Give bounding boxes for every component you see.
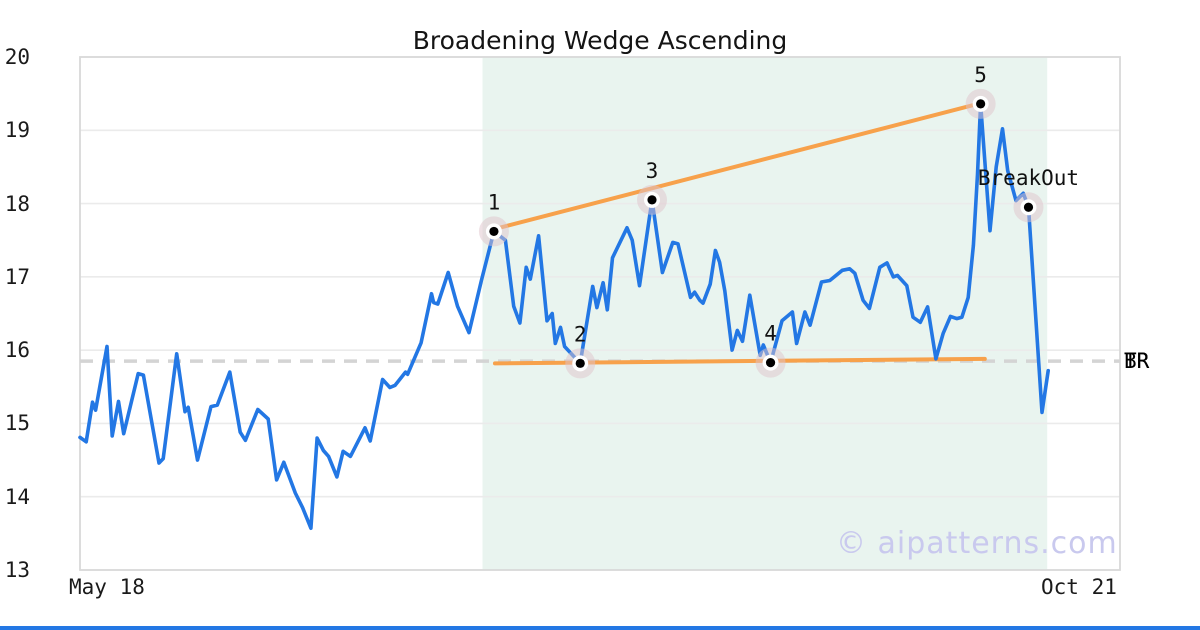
- pattern-point-label: 2: [574, 322, 587, 346]
- y-tick-label: 20: [4, 45, 30, 69]
- pattern-point-dot: [976, 99, 986, 109]
- y-tick-label: 19: [4, 118, 30, 143]
- y-tick-label: 17: [4, 264, 30, 289]
- pattern-point-dot: [575, 358, 585, 368]
- level-label-tr: TR: [1124, 349, 1150, 373]
- plot-frame: [79, 56, 1121, 571]
- pattern-point-label: 3: [646, 159, 659, 183]
- pattern-point-dot: [765, 358, 776, 368]
- y-tick-label: 13: [4, 558, 30, 582]
- x-tick-label-end: Oct 21: [1041, 575, 1117, 599]
- bottom-accent-bar: [0, 626, 1200, 630]
- price-line: [78, 102, 1050, 531]
- pattern-point-dot: [647, 195, 657, 205]
- pattern-point-dot: [489, 226, 499, 237]
- y-tick-label: 16: [4, 338, 30, 363]
- pattern-point-label: 4: [764, 322, 777, 346]
- upper-trendline: [491, 101, 983, 232]
- level-label-br: BR: [1124, 349, 1150, 373]
- y-tick-label: 18: [4, 191, 30, 216]
- pattern-point-label: 1: [488, 190, 501, 214]
- pattern-point-label: 5: [974, 63, 987, 87]
- pattern-region-band: [482, 57, 1048, 570]
- y-tick-label: 15: [4, 411, 30, 436]
- y-tick-label: 14: [4, 484, 30, 509]
- chart-title: Broadening Wedge Ascending: [412, 26, 788, 55]
- y-axis-tick-labels: 20 19 18 17 16 15 14 13: [0, 0, 34, 630]
- breakout-annotation: BreakOut: [978, 166, 1079, 190]
- pattern-point-dot: [1023, 202, 1034, 212]
- x-tick-label-start: May 18: [69, 575, 145, 599]
